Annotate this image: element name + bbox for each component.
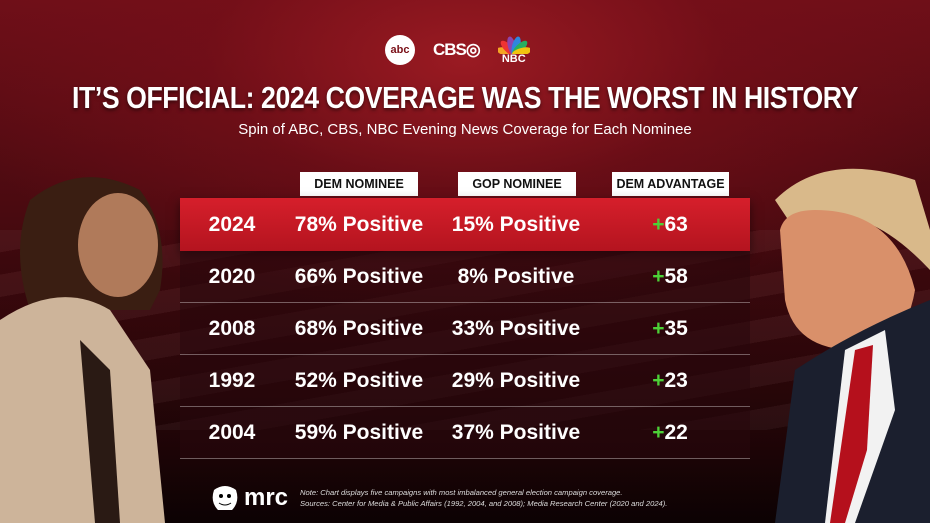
plus-sign: +: [652, 420, 665, 444]
header-dem-advantage: DEM ADVANTAGE: [612, 172, 729, 196]
bulldog-icon: [212, 486, 238, 510]
table-row: 2004 59% Positive 37% Positive +22: [180, 407, 750, 459]
year-cell: 2024: [208, 212, 256, 236]
dem-cell: 66% Positive: [294, 264, 424, 288]
table-row: 1992 52% Positive 29% Positive +23: [180, 355, 750, 407]
advantage-cell: +63: [590, 213, 750, 237]
header-gop-nominee: GOP NOMINEE: [458, 172, 576, 196]
gop-cell: 29% Positive: [451, 368, 581, 392]
advantage-value: 35: [664, 316, 688, 340]
header-dem-nominee: DEM NOMINEE: [300, 172, 418, 196]
advantage-cell: +35: [590, 317, 750, 341]
plus-sign: +: [652, 316, 665, 340]
gop-cell: 37% Positive: [451, 420, 581, 444]
advantage-value: 22: [664, 420, 688, 444]
gop-nominee-photo: [775, 168, 930, 523]
dem-cell: 59% Positive: [294, 420, 424, 444]
advantage-value: 23: [664, 368, 688, 392]
gop-cell: 8% Positive: [457, 264, 575, 288]
advantage-cell: +23: [590, 369, 750, 393]
page-title: IT’S OFFICIAL: 2024 COVERAGE WAS THE WOR…: [72, 80, 858, 115]
dem-cell: 78% Positive: [294, 212, 424, 236]
footer: mrc Note: Chart displays five campaigns …: [210, 484, 667, 512]
dem-nominee-photo: [0, 177, 165, 523]
advantage-value: 63: [664, 212, 688, 236]
peacock-icon: [497, 36, 530, 54]
dem-cell: 68% Positive: [294, 316, 424, 340]
plus-sign: +: [652, 368, 665, 392]
table-row: 2024 78% Positive 15% Positive +63: [180, 198, 750, 251]
mrc-logo: mrc: [210, 484, 288, 512]
year-cell: 1992: [208, 368, 256, 392]
gop-cell: 15% Positive: [451, 212, 581, 236]
advantage-cell: +58: [590, 265, 750, 289]
nbc-logo: NBC: [497, 36, 530, 65]
subtitle: Spin of ABC, CBS, NBC Evening News Cover…: [238, 121, 692, 138]
year-cell: 2004: [208, 420, 256, 444]
year-cell: 2008: [208, 316, 256, 340]
dem-cell: 52% Positive: [294, 368, 424, 392]
footer-note: Note: Chart displays five campaigns with…: [300, 488, 623, 497]
plus-sign: +: [652, 212, 665, 236]
table-row: 2020 66% Positive 8% Positive +58: [180, 251, 750, 303]
advantage-value: 58: [664, 264, 688, 288]
gop-cell: 33% Positive: [451, 316, 581, 340]
table-row: 2008 68% Positive 33% Positive +35: [180, 303, 750, 355]
network-logos: abc CBS◎ NBC: [385, 35, 530, 65]
year-cell: 2020: [208, 264, 256, 288]
abc-logo: abc: [385, 35, 415, 65]
footer-sources: Sources: Center for Media & Public Affai…: [300, 499, 668, 508]
plus-sign: +: [652, 264, 665, 288]
advantage-cell: +22: [590, 421, 750, 445]
cbs-logo: CBS◎: [433, 40, 481, 59]
